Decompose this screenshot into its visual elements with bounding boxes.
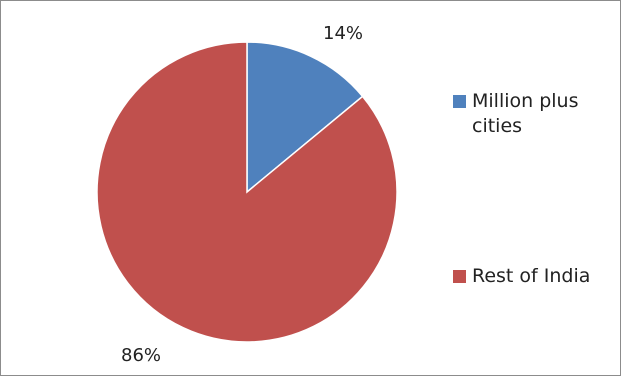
legend-entry-rest-of-india: Rest of India (453, 264, 612, 289)
legend-swatch-rest-of-india (453, 270, 466, 283)
data-label-rest-of-india: 86% (121, 345, 161, 366)
legend-swatch-million-plus-cities (453, 95, 466, 108)
legend-label-rest-of-india: Rest of India (472, 265, 591, 287)
pie-slice-rest-of-india (96, 41, 398, 343)
legend-entry-million-plus-cities: Million plus cities (453, 89, 612, 139)
pie-slice-million-plus-cities (246, 41, 364, 194)
pie-slices (96, 41, 398, 343)
data-label-million-plus-cities: 14% (323, 23, 363, 44)
legend-label-million-plus-cities: Million plus cities (472, 90, 579, 137)
